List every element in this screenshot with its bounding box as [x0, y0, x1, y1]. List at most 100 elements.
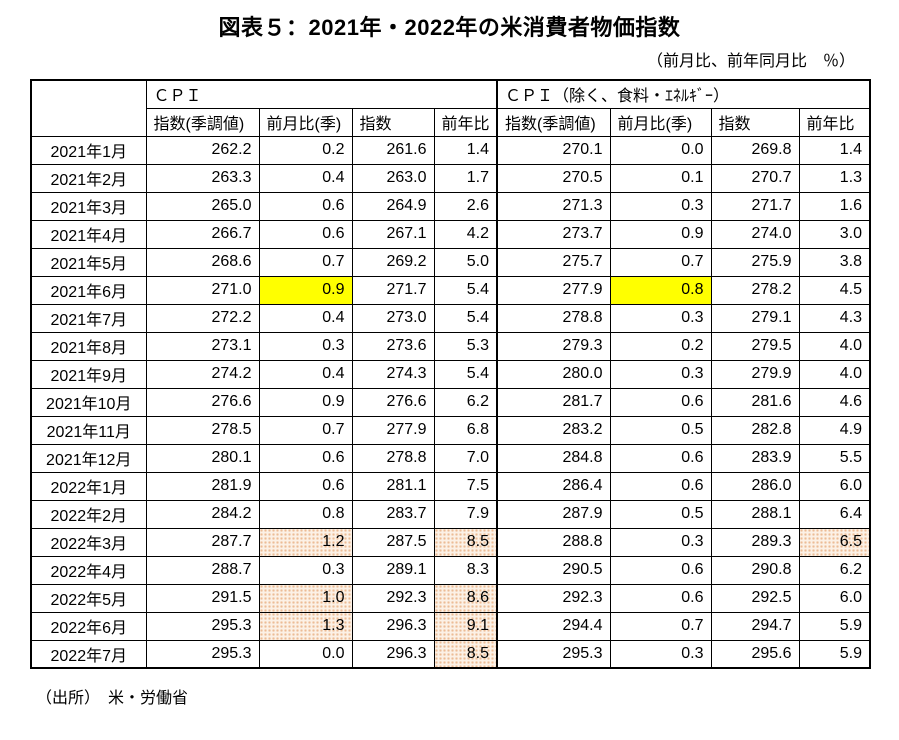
value-cell: 292.3 [351, 583, 435, 613]
month-cell: 2021年1月 [30, 135, 147, 165]
value-cell: 5.4 [433, 275, 498, 305]
value-cell: 271.3 [496, 191, 611, 221]
value-cell: 279.1 [710, 303, 800, 333]
value-cell: 7.0 [433, 443, 498, 473]
value-cell: 0.6 [609, 471, 712, 501]
value-cell: 275.7 [496, 247, 611, 277]
value-cell: 273.7 [496, 219, 611, 249]
value-cell: 0.9 [609, 219, 712, 249]
value-cell: 270.5 [496, 163, 611, 193]
table-row: 2022年3月 287.7 1.2 287.5 8.5 288.8 0.3 289.3 6.5 [30, 527, 871, 557]
value-cell: 295.3 [145, 639, 260, 669]
value-cell: 3.0 [798, 219, 871, 249]
value-cell: 0.4 [258, 163, 353, 193]
value-cell: 295.6 [710, 639, 800, 669]
value-cell: 288.1 [710, 499, 800, 529]
value-cell: 0.4 [258, 303, 353, 333]
table-row: 2022年2月 284.2 0.8 283.7 7.9 287.9 0.5 288.1 6.4 [30, 499, 871, 529]
value-cell: 0.0 [609, 135, 712, 165]
value-cell: 274.2 [145, 359, 260, 389]
value-cell: 6.5 [798, 527, 871, 557]
value-cell: 294.4 [496, 611, 611, 641]
value-cell: 0.6 [609, 443, 712, 473]
value-cell: 9.1 [433, 611, 498, 641]
value-cell: 264.9 [351, 191, 435, 221]
month-cell: 2021年3月 [30, 191, 147, 221]
table-row: 2021年5月 268.6 0.7 269.2 5.0 275.7 0.7 275.9 3.8 [30, 247, 871, 277]
value-cell: 291.5 [145, 583, 260, 613]
value-cell: 6.2 [798, 555, 871, 585]
value-cell: 274.3 [351, 359, 435, 389]
value-cell: 1.3 [798, 163, 871, 193]
month-cell: 2021年2月 [30, 163, 147, 193]
value-cell: 5.4 [433, 359, 498, 389]
month-cell: 2022年1月 [30, 471, 147, 501]
value-cell: 4.0 [798, 331, 871, 361]
month-cell: 2022年2月 [30, 499, 147, 529]
value-cell: 286.0 [710, 471, 800, 501]
table-row: 2021年9月 274.2 0.4 274.3 5.4 280.0 0.3 279.9 4.0 [30, 359, 871, 389]
value-cell: 269.8 [710, 135, 800, 165]
value-cell: 273.1 [145, 331, 260, 361]
value-cell: 289.1 [351, 555, 435, 585]
value-cell: 0.6 [609, 387, 712, 417]
value-cell: 281.1 [351, 471, 435, 501]
value-cell: 4.5 [798, 275, 871, 305]
value-cell: 0.7 [609, 247, 712, 277]
value-cell: 278.2 [710, 275, 800, 305]
table-row: 2021年8月 273.1 0.3 273.6 5.3 279.3 0.2 279.5 4.0 [30, 331, 871, 361]
value-cell: 290.5 [496, 555, 611, 585]
value-cell: 7.9 [433, 499, 498, 529]
value-cell: 1.4 [798, 135, 871, 165]
value-cell: 0.9 [258, 275, 353, 305]
table-row: 2021年11月 278.5 0.7 277.9 6.8 283.2 0.5 282.8 4.9 [30, 415, 871, 445]
group-header-cpi: ＣＰＩ [145, 79, 498, 109]
table-row: 2022年5月 291.5 1.0 292.3 8.6 292.3 0.6 292.5 6.0 [30, 583, 871, 613]
value-cell: 0.7 [258, 247, 353, 277]
value-cell: 288.8 [496, 527, 611, 557]
value-cell: 266.7 [145, 219, 260, 249]
value-cell: 5.9 [798, 639, 871, 669]
month-cell: 2021年8月 [30, 331, 147, 361]
value-cell: 287.9 [496, 499, 611, 529]
value-cell: 1.3 [258, 611, 353, 641]
column-header-yoy: 前年比 [433, 107, 498, 137]
value-cell: 6.0 [798, 471, 871, 501]
value-cell: 284.8 [496, 443, 611, 473]
month-cell: 2021年9月 [30, 359, 147, 389]
value-cell: 0.1 [609, 163, 712, 193]
value-cell: 0.6 [609, 555, 712, 585]
value-cell: 295.3 [145, 611, 260, 641]
value-cell: 296.3 [351, 639, 435, 669]
month-cell: 2021年11月 [30, 415, 147, 445]
value-cell: 274.0 [710, 219, 800, 249]
value-cell: 0.3 [258, 555, 353, 585]
value-cell: 6.2 [433, 387, 498, 417]
value-cell: 1.2 [258, 527, 353, 557]
value-cell: 5.9 [798, 611, 871, 641]
value-cell: 6.8 [433, 415, 498, 445]
value-cell: 8.5 [433, 527, 498, 557]
value-cell: 271.7 [351, 275, 435, 305]
value-cell: 0.3 [609, 527, 712, 557]
month-cell: 2022年4月 [30, 555, 147, 585]
value-cell: 0.2 [258, 135, 353, 165]
value-cell: 3.8 [798, 247, 871, 277]
table-row: 2021年1月 262.2 0.2 261.6 1.4 270.1 0.0 269.8 1.4 [30, 135, 871, 165]
table-row: 2021年6月 271.0 0.9 271.7 5.4 277.9 0.8 278.2 4.5 [30, 275, 871, 305]
table-row: 2021年10月 276.6 0.9 276.6 6.2 281.7 0.6 281.6 4.6 [30, 387, 871, 417]
value-cell: 5.5 [798, 443, 871, 473]
value-cell: 0.8 [609, 275, 712, 305]
value-cell: 0.6 [258, 191, 353, 221]
value-cell: 0.7 [609, 611, 712, 641]
value-cell: 278.8 [351, 443, 435, 473]
value-cell: 0.3 [609, 303, 712, 333]
value-cell: 4.2 [433, 219, 498, 249]
value-cell: 0.2 [609, 331, 712, 361]
value-cell: 283.7 [351, 499, 435, 529]
value-cell: 281.7 [496, 387, 611, 417]
value-cell: 287.7 [145, 527, 260, 557]
value-cell: 283.9 [710, 443, 800, 473]
value-cell: 277.9 [351, 415, 435, 445]
